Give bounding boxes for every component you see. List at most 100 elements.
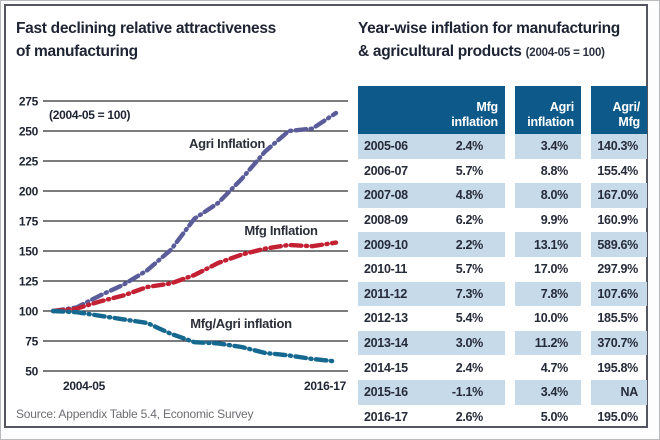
mfg-inflation-value: -1.1% (451, 385, 483, 400)
table-row: 2016-17 2.6% 5.0% 195.0% (358, 405, 647, 430)
agri-inflation-value: 9.9% (540, 213, 569, 228)
agri-mfg-ratio-value: 160.9% (597, 213, 638, 228)
table-header-row: Mfg inflation Agri inflation Agri/ Mfg (358, 86, 647, 134)
agri-inflation-value: 5.0% (540, 409, 569, 424)
mfg-inflation-value: 2.4% (455, 139, 484, 154)
border-frame: Fast declining relative attractiveness o… (4, 4, 648, 428)
year-label: 2016-17 (364, 409, 408, 424)
year-mfg-cell: 2011-12 7.3% (358, 281, 505, 307)
agri-mfg-ratio-value: NA (591, 379, 647, 405)
agri-inflation-value: 7.8% (515, 281, 581, 307)
agri-mfg-ratio-value: 107.6% (591, 281, 647, 307)
mfg-inflation-value: 4.8% (455, 188, 484, 203)
source-note: Source: Appendix Table 5.4, Economic Sur… (16, 407, 254, 421)
year-mfg-cell: 2015-16 -1.1% (358, 379, 505, 405)
header-agri-mfg-ratio: Agri/ Mfg (591, 86, 647, 134)
year-mfg-cell: 2009-10 2.2% (358, 232, 505, 257)
agri-mfg-ratio-value: 167.0% (591, 183, 647, 208)
year-label: 2006-07 (364, 163, 408, 178)
agri-mfg-ratio-value: 297.9% (597, 262, 638, 277)
year-mfg-cell: 2010-11 5.7% (358, 257, 505, 282)
agri-mfg-ratio-value: 195.0% (597, 409, 638, 424)
series-label: Mfg/Agri inflation (190, 316, 292, 331)
series-line (50, 308, 339, 364)
y-tick-label: 100 (19, 304, 39, 318)
year-label: 2011-12 (364, 286, 408, 301)
year-label: 2005-06 (364, 139, 408, 154)
table-row: 2009-10 2.2% 13.1% 589.6% (358, 232, 647, 257)
table-title-line2: & agricultural products (358, 43, 522, 61)
agri-inflation-value: 11.2% (515, 330, 581, 356)
agri-inflation-value: 8.8% (540, 163, 569, 178)
year-label: 2008-09 (364, 213, 408, 228)
mfg-inflation-value: 2.4% (455, 360, 484, 375)
series-label: Agri Inflation (189, 136, 265, 151)
year-mfg-cell: 2005-06 2.4% (358, 134, 505, 159)
y-tick-label: 175 (19, 214, 39, 228)
table-row: 2013-14 3.0% 11.2% 370.7% (358, 330, 647, 356)
table-row: 2005-06 2.4% 3.4% 140.3% (358, 134, 647, 159)
agri-inflation-value: 3.4% (515, 379, 581, 405)
inflation-table: Mfg inflation Agri inflation Agri/ Mfg 2… (358, 86, 647, 429)
table-row: 2011-12 7.3% 7.8% 107.6% (358, 281, 647, 307)
agri-mfg-ratio-value: 589.6% (591, 232, 647, 257)
year-label: 2010-11 (364, 262, 408, 277)
table-row: 2007-08 4.8% 8.0% 167.0% (358, 183, 647, 208)
table-row: 2015-16 -1.1% 3.4% NA (358, 379, 647, 405)
year-label: 2014-15 (364, 360, 408, 375)
series-label: Mfg Inflation (244, 223, 318, 238)
mfg-inflation-value: 5.7% (455, 163, 484, 178)
agri-inflation-value: 8.0% (515, 183, 581, 208)
y-tick-label: 275 (19, 94, 39, 108)
table-row: 2006-07 5.7% 8.8% 155.4% (358, 159, 647, 184)
agri-inflation-value: 10.0% (534, 311, 568, 326)
base-index-note: (2004-05 = 100) (49, 108, 131, 122)
header-agri-inflation: Agri inflation (515, 86, 581, 134)
agri-inflation-value: 3.4% (515, 134, 581, 159)
year-mfg-cell: 2008-09 6.2% (358, 208, 505, 233)
agri-mfg-ratio-value: 370.7% (591, 330, 647, 356)
year-mfg-cell: 2016-17 2.6% (358, 405, 505, 430)
agri-mfg-ratio-value: 140.3% (591, 134, 647, 159)
agri-mfg-ratio-value: 155.4% (597, 163, 638, 178)
year-label: 2015-16 (364, 385, 408, 400)
mfg-inflation-value: 5.7% (455, 262, 484, 277)
year-mfg-cell: 2013-14 3.0% (358, 330, 505, 356)
y-tick-label: 50 (25, 364, 38, 378)
x-axis-label-start: 2004-05 (63, 379, 106, 393)
year-mfg-cell: 2014-15 2.4% (358, 355, 505, 380)
agri-inflation-value: 17.0% (534, 262, 568, 277)
year-mfg-cell: 2012-13 5.4% (358, 306, 505, 331)
table-title-line1: Year-wise inflation for manufacturing (358, 20, 620, 37)
table-row: 2010-11 5.7% 17.0% 297.9% (358, 257, 647, 282)
year-mfg-cell: 2007-08 4.8% (358, 183, 505, 208)
agri-inflation-value: 4.7% (540, 360, 569, 375)
agri-mfg-ratio-value: 185.5% (597, 311, 638, 326)
mfg-inflation-value: 2.6% (455, 409, 484, 424)
y-tick-label: 150 (19, 244, 39, 258)
y-tick-label: 75 (25, 334, 38, 348)
year-label: 2012-13 (364, 311, 408, 326)
y-tick-label: 225 (19, 154, 39, 168)
mfg-inflation-value: 3.0% (455, 336, 484, 351)
line-chart: 275 250 225 200 175 150 125 100 75 50 (2004-05 = 1… (19, 94, 348, 393)
x-axis-label-end: 2016-17 (304, 379, 347, 393)
y-tick-label: 125 (19, 274, 39, 288)
y-tick-label: 250 (19, 124, 39, 138)
mfg-inflation-value: 5.4% (455, 311, 484, 326)
table-row: 2012-13 5.4% 10.0% 185.5% (358, 306, 647, 331)
table-body: 2005-06 2.4% 3.4% 140.3% 2006-07 5.7% 8.8% 155.… (358, 134, 647, 429)
series-line (50, 240, 339, 314)
mfg-inflation-value: 6.2% (455, 213, 484, 228)
year-label: 2013-14 (364, 336, 408, 351)
table-title: Year-wise inflation for manufacturing & … (358, 17, 653, 64)
mfg-inflation-value: 7.3% (455, 286, 484, 301)
table-row: 2014-15 2.4% 4.7% 195.8% (358, 355, 647, 380)
chart-title: Fast declining relative attractiveness o… (16, 20, 276, 61)
year-label: 2009-10 (364, 237, 408, 252)
mfg-inflation-value: 2.2% (455, 237, 484, 252)
table-title-note: (2004-05 = 100) (525, 47, 605, 60)
y-tick-label: 200 (19, 184, 39, 198)
agri-mfg-ratio-value: 195.8% (597, 360, 638, 375)
